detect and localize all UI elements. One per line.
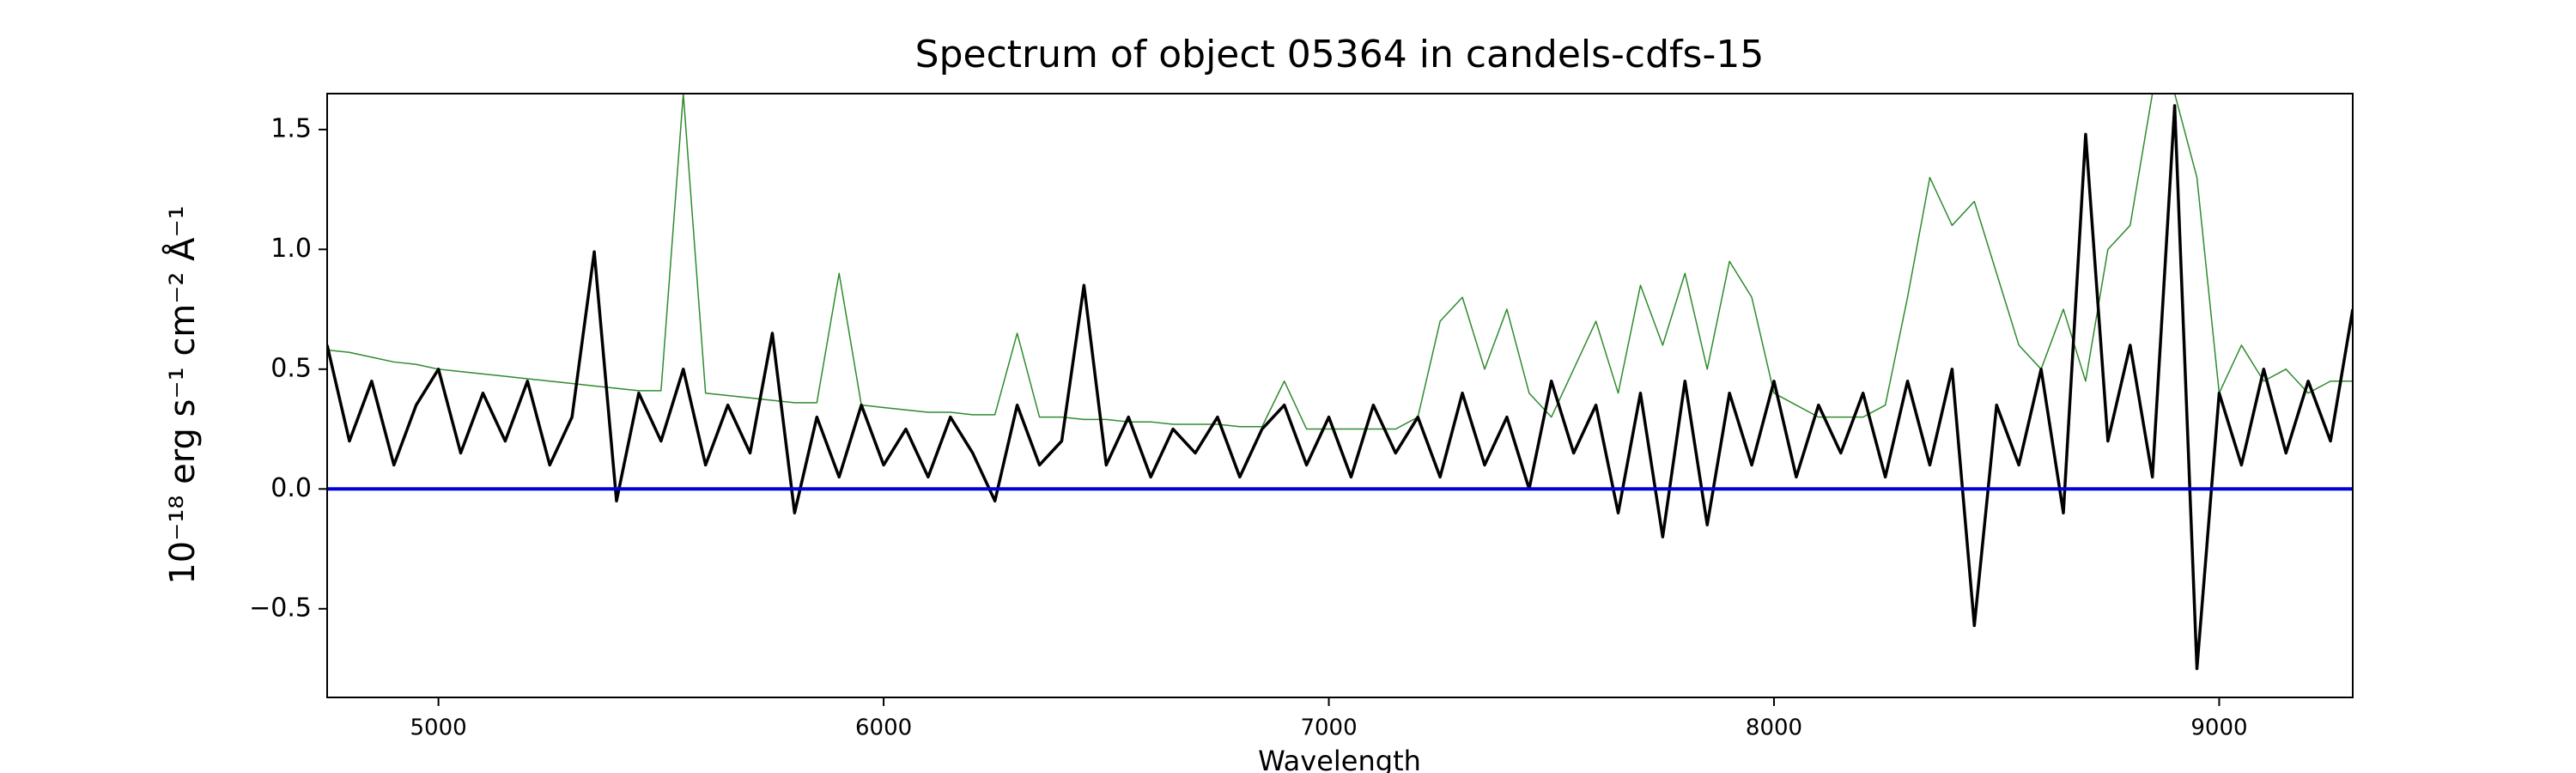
plot-area [327,94,2353,671]
x-tick-label: 6000 [855,715,912,741]
x-tick-label: 9000 [2190,715,2247,741]
y-tick-label: −0.5 [249,593,312,623]
y-tick-label: 1.5 [270,113,312,143]
x-axis-label: Wavelength [1258,745,1421,773]
y-tick-label: 0.0 [270,473,312,503]
spectrum-line [327,104,2353,671]
x-tick-label: 8000 [1746,715,1802,741]
y-tick-label: 0.5 [270,353,312,383]
plot-frame [326,93,2354,698]
x-tick-label: 7000 [1300,715,1357,741]
spectrum-line [327,94,2353,430]
x-tick-label: 5000 [410,715,467,741]
y-tick-label: 1.0 [270,234,312,264]
chart-title: Spectrum of object 05364 in candels-cdfs… [915,33,1765,76]
y-axis-label: 10⁻¹⁸ erg s⁻¹ cm⁻² Å⁻¹ [161,205,203,584]
